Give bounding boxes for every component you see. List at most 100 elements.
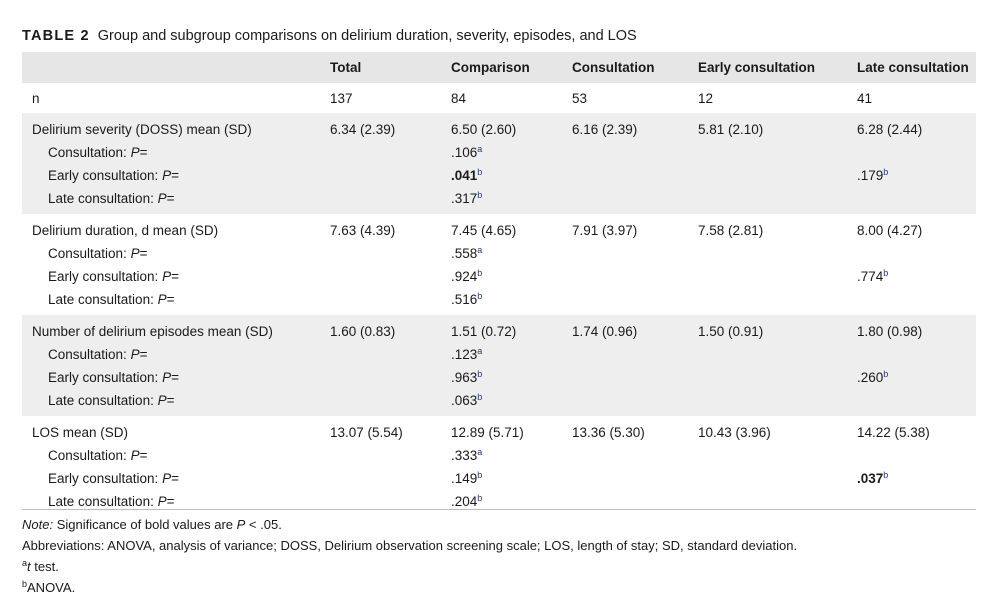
value-comparison: 1.51 (0.72) xyxy=(451,324,517,339)
note-label: Note: xyxy=(22,517,54,532)
value-comparison: 7.45 (4.65) xyxy=(451,223,517,238)
pvalue-late-value: .179 xyxy=(857,168,884,183)
pvalue-late xyxy=(857,242,976,265)
n-label: n xyxy=(32,90,40,106)
pvalue-comparison: .516b xyxy=(451,288,572,315)
pvalue-eq: = xyxy=(139,347,148,362)
header-consultation: Consultation xyxy=(572,60,655,75)
pvalue-comparison-sup: b xyxy=(477,493,483,503)
pvalue-total xyxy=(330,265,451,288)
pvalue-row: Consultation: P= .333a xyxy=(22,444,976,467)
pvalue-comparison-sup: a xyxy=(477,245,483,255)
n-comparison: 84 xyxy=(451,90,467,106)
pvalue-consultation xyxy=(572,242,698,265)
footnote-a-t: t xyxy=(27,559,31,574)
pvalue-p: P xyxy=(157,393,167,408)
pvalue-comparison: .333a xyxy=(451,444,572,467)
pvalue-eq: = xyxy=(171,168,179,183)
table-caption: TABLE 2 Group and subgroup comparisons on… xyxy=(22,28,637,44)
pvalue-comparison: .123a xyxy=(451,343,572,366)
pvalue-row: Late consultation: P= .317b xyxy=(22,187,976,214)
pvalue-label: Late consultation: P= xyxy=(22,389,330,416)
pvalue-label: Late consultation: P= xyxy=(22,288,330,315)
value-consultation: 7.91 (3.97) xyxy=(572,223,638,238)
pvalue-eq: = xyxy=(139,246,148,261)
pvalue-p: P xyxy=(157,494,167,509)
note-end: < .05. xyxy=(245,517,282,532)
pvalue-late: .179b xyxy=(857,164,976,187)
pvalue-comparison: .204b xyxy=(451,490,572,517)
pvalue-early xyxy=(698,265,857,288)
pvalue-label-text: Consultation: xyxy=(48,448,131,463)
pvalue-row: Consultation: P= .558a xyxy=(22,242,976,265)
pvalue-label: Early consultation: P= xyxy=(22,164,330,187)
pvalue-consultation xyxy=(572,265,698,288)
pvalue-label-text: Early consultation: xyxy=(48,471,163,486)
pvalue-row: Early consultation: P= .041b .179b xyxy=(22,164,976,187)
pvalue-total xyxy=(330,141,451,164)
pvalue-p: P xyxy=(130,145,140,160)
pvalue-total xyxy=(330,389,451,416)
pvalue-late-value: .774 xyxy=(857,269,884,284)
pvalue-comparison: .317b xyxy=(451,187,572,214)
group-label: Delirium duration, d mean (SD) xyxy=(32,223,219,238)
pvalue-label-text: Late consultation: xyxy=(48,191,158,206)
pvalue-label-text: Early consultation: xyxy=(48,168,163,183)
pvalue-late xyxy=(857,343,976,366)
pvalue-label-text: Consultation: xyxy=(48,246,131,261)
pvalue-total xyxy=(330,187,451,214)
pvalue-comparison: .041b xyxy=(451,164,572,187)
pvalue-label-text: Late consultation: xyxy=(48,393,158,408)
pvalue-label: Consultation: P= xyxy=(22,242,330,265)
pvalue-label-text: Late consultation: xyxy=(48,292,158,307)
pvalue-comparison: .063b xyxy=(451,389,572,416)
pvalue-early xyxy=(698,467,857,490)
pvalue-consultation xyxy=(572,444,698,467)
value-late: 1.80 (0.98) xyxy=(857,324,923,339)
pvalue-label: Early consultation: P= xyxy=(22,467,330,490)
pvalue-late xyxy=(857,187,976,214)
pvalue-early xyxy=(698,164,857,187)
pvalue-comparison-sup: a xyxy=(477,346,483,356)
table-title: Group and subgroup comparisons on deliri… xyxy=(97,28,637,44)
pvalue-consultation xyxy=(572,366,698,389)
value-early: 7.58 (2.81) xyxy=(698,223,764,238)
pvalue-late: .037b xyxy=(857,467,976,490)
pvalue-eq: = xyxy=(171,370,179,385)
pvalue-row: Consultation: P= .106a xyxy=(22,141,976,164)
n-late: 41 xyxy=(857,90,873,106)
group-row: Number of delirium episodes mean (SD) 1.6… xyxy=(22,315,976,343)
group-row: Delirium duration, d mean (SD) 7.63 (4.39… xyxy=(22,214,976,242)
pvalue-comparison-value: .106 xyxy=(451,145,478,160)
pvalue-total xyxy=(330,490,451,517)
pvalue-total xyxy=(330,164,451,187)
note-line: Note: Significance of bold values are P … xyxy=(22,514,797,535)
pvalue-p: P xyxy=(162,471,172,486)
pvalue-late: .774b xyxy=(857,265,976,288)
group-label: Delirium severity (DOSS) mean (SD) xyxy=(32,122,252,137)
pvalue-eq: = xyxy=(139,145,148,160)
pvalue-late: .260b xyxy=(857,366,976,389)
pvalue-total xyxy=(330,444,451,467)
pvalue-late-value: .260 xyxy=(857,370,884,385)
pvalue-comparison-value: .963 xyxy=(451,370,478,385)
value-late: 14.22 (5.38) xyxy=(857,425,930,440)
pvalue-label-text: Early consultation: xyxy=(48,269,163,284)
footnote-b-mark: b xyxy=(22,579,28,589)
pvalue-label: Late consultation: P= xyxy=(22,187,330,214)
pvalue-label: Early consultation: P= xyxy=(22,366,330,389)
pvalue-comparison-value: .924 xyxy=(451,269,478,284)
pvalue-eq: = xyxy=(166,191,175,206)
pvalue-comparison: .106a xyxy=(451,141,572,164)
table-header-row: Total Comparison Consultation Early cons… xyxy=(22,52,976,83)
pvalue-label-text: Late consultation: xyxy=(48,494,158,509)
value-total: 6.34 (2.39) xyxy=(330,122,396,137)
pvalue-late xyxy=(857,288,976,315)
pvalue-late xyxy=(857,141,976,164)
pvalue-label: Late consultation: P= xyxy=(22,490,330,517)
pvalue-comparison-sup: b xyxy=(477,268,483,278)
pvalue-total xyxy=(330,242,451,265)
pvalue-eq: = xyxy=(171,269,179,284)
pvalue-p: P xyxy=(162,168,172,183)
header-total: Total xyxy=(330,60,362,75)
